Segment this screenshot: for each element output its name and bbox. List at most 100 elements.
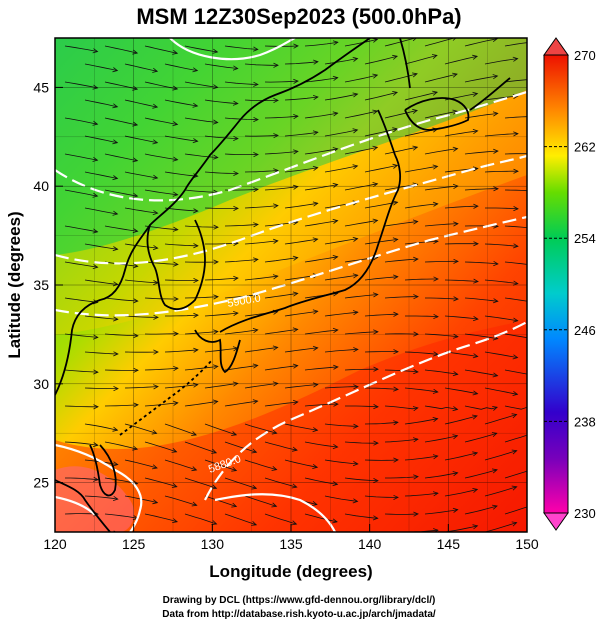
streamline — [244, 423, 277, 434]
streamline-arrowhead — [352, 461, 359, 467]
streamline-arrowhead — [213, 259, 219, 265]
streamline-arrowhead — [272, 345, 279, 351]
streamline-arrowhead — [171, 448, 178, 453]
streamline-arrowhead — [153, 384, 159, 390]
streamline — [324, 495, 358, 502]
streamline-arrowhead — [312, 201, 319, 207]
streamline-arrowhead — [172, 400, 179, 406]
streamline — [104, 225, 138, 232]
streamline-arrowhead — [193, 347, 199, 353]
y-tick-label: 25 — [33, 475, 49, 491]
streamline — [344, 183, 378, 191]
x-tick-label: 125 — [122, 536, 146, 552]
streamline-arrowhead — [433, 313, 439, 319]
streamline — [264, 115, 298, 119]
streamline — [384, 73, 418, 83]
streamline-arrowhead — [393, 533, 398, 537]
streamline-arrowhead — [472, 524, 479, 530]
streamline — [144, 189, 178, 196]
streamline-arrowhead — [151, 429, 158, 435]
streamline-arrowhead — [273, 133, 279, 139]
streamline — [464, 38, 498, 47]
coastline-taiwan — [89, 444, 117, 497]
streamline-arrowhead — [232, 100, 239, 106]
streamline-arrowhead — [352, 498, 359, 504]
streamline-arrowhead — [531, 503, 536, 507]
streamline-arrowhead — [392, 237, 399, 243]
streamline-arrowhead — [352, 536, 357, 540]
streamline — [504, 470, 527, 479]
streamline — [284, 310, 318, 317]
streamline — [384, 405, 418, 410]
streamline-arrowhead — [211, 448, 218, 454]
streamline — [224, 477, 257, 489]
streamline-arrowhead — [511, 521, 518, 527]
credit-drawing: Drawing by DCL (https://www.gfd-dennou.o… — [163, 595, 436, 606]
streamline-arrowhead — [332, 443, 339, 450]
streamline-arrowhead — [273, 97, 279, 104]
streamline-arrowhead — [212, 119, 219, 125]
streamline-arrowhead — [332, 111, 339, 117]
streamline — [304, 403, 338, 407]
streamline-arrowhead — [133, 367, 139, 373]
streamline — [124, 171, 158, 179]
streamline — [364, 421, 398, 425]
streamline-arrowhead — [533, 152, 538, 156]
streamline — [64, 369, 98, 373]
streamline-arrowhead — [171, 483, 178, 488]
streamline — [104, 117, 138, 126]
streamline — [324, 459, 358, 465]
streamline — [244, 240, 278, 245]
streamline — [164, 423, 197, 436]
streamline-arrowhead — [132, 263, 139, 269]
streamline — [264, 257, 298, 263]
streamline-arrowhead — [512, 280, 519, 286]
streamline-arrowhead — [393, 349, 399, 355]
streamline — [484, 95, 518, 101]
streamline — [464, 261, 498, 265]
streamline — [124, 423, 157, 434]
streamline — [65, 477, 98, 481]
streamline-arrowhead — [432, 90, 438, 96]
streamline-arrowhead — [233, 205, 239, 211]
streamline-arrowhead — [332, 518, 338, 524]
streamline-arrowhead — [372, 109, 379, 115]
streamline — [104, 333, 138, 337]
streamline-arrowhead — [432, 417, 439, 423]
streamline-arrowhead — [393, 494, 399, 500]
streamline-arrowhead — [533, 77, 538, 81]
streamline-arrowhead — [413, 294, 419, 300]
streamline-arrowhead — [312, 382, 319, 388]
streamline-arrowhead — [132, 85, 139, 91]
streamline — [64, 153, 98, 161]
streamline — [104, 189, 138, 197]
streamline-arrowhead — [93, 476, 99, 482]
colorbar: 270 262 254 246 238 230 — [543, 37, 596, 531]
streamline-arrowhead — [533, 263, 538, 267]
streamline-arrowhead — [372, 182, 379, 188]
coastline-ryukyu — [119, 359, 213, 436]
colorbar-ticks: 270 262 254 246 238 230 — [544, 48, 596, 521]
streamline-arrowhead — [213, 154, 219, 160]
streamline — [464, 469, 498, 479]
streamline-arrowhead — [173, 366, 179, 372]
streamline-arrowhead — [211, 484, 218, 490]
streamline-arrowhead — [373, 366, 379, 372]
streamline — [284, 96, 318, 101]
streamline-arrowhead — [353, 384, 359, 390]
streamline-arrowhead — [473, 241, 479, 247]
streamline-arrowhead — [93, 404, 99, 410]
streamline-arrowhead — [452, 471, 459, 477]
streamline — [264, 151, 298, 155]
streamline — [264, 80, 299, 83]
streamline-arrowhead — [253, 116, 259, 123]
streamline-arrowhead — [452, 72, 458, 78]
streamline-arrowhead — [473, 278, 479, 284]
streamline — [144, 477, 177, 488]
streamline-arrowhead — [512, 354, 519, 360]
colorbar-bottom-arrow — [543, 512, 569, 531]
streamline-arrowhead — [132, 228, 139, 234]
streamline-arrowhead — [133, 333, 139, 339]
streamline — [204, 423, 237, 436]
streamline-arrowhead — [253, 222, 259, 228]
